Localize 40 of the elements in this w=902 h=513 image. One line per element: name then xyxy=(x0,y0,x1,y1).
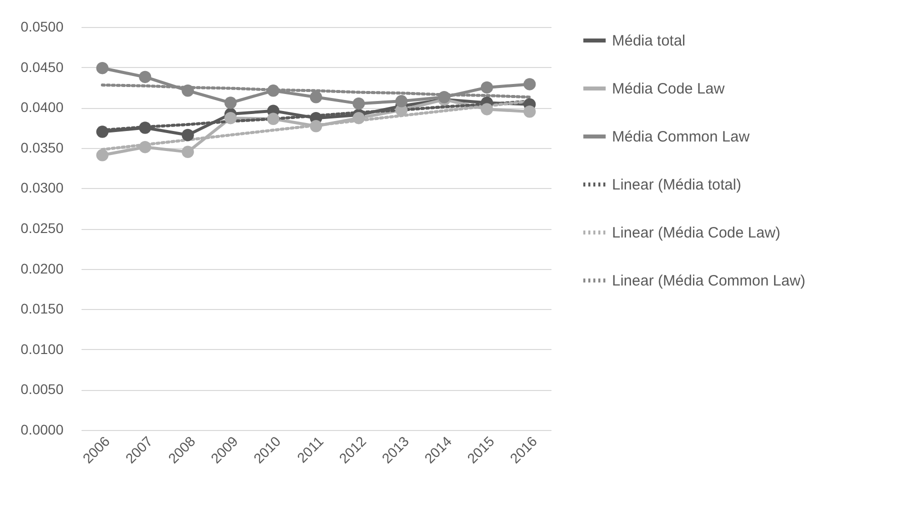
point xyxy=(438,91,450,104)
point xyxy=(138,122,152,134)
point xyxy=(182,128,194,142)
point xyxy=(480,81,494,94)
legend-label: Média Code Law xyxy=(612,80,725,98)
point xyxy=(182,146,194,158)
point xyxy=(352,97,365,110)
legend-label: Linear (Média Code Law) xyxy=(612,224,780,242)
y-tick-label: 0.0150 xyxy=(20,300,64,317)
point xyxy=(524,106,536,118)
point xyxy=(524,78,536,90)
point xyxy=(182,84,194,97)
legend-label: Linear (Média Common Law) xyxy=(612,272,806,290)
point xyxy=(138,140,152,154)
point xyxy=(480,103,494,116)
point xyxy=(395,95,408,108)
y-tick-label: 0.0100 xyxy=(20,340,64,357)
y-tick-label: 0.0250 xyxy=(20,220,64,236)
y-tick-label: 0.0050 xyxy=(20,381,64,398)
point xyxy=(138,70,152,84)
point xyxy=(267,112,280,125)
y-tick-label: 0.0450 xyxy=(20,58,64,75)
point xyxy=(267,84,280,97)
y-tick-label: 0.0400 xyxy=(20,99,64,116)
y-tick-label: 0.0300 xyxy=(20,180,64,196)
point xyxy=(224,96,237,109)
point xyxy=(224,112,237,124)
point xyxy=(352,112,365,124)
y-tick-label: 0.0500 xyxy=(20,18,64,34)
y-tick-label: 0.0350 xyxy=(20,139,64,156)
legend-label: Média Common Law xyxy=(612,128,750,146)
y-tick-label: 0.0200 xyxy=(20,260,64,276)
y-tick-label: 0.0000 xyxy=(20,422,64,438)
point xyxy=(310,91,322,104)
point xyxy=(96,62,108,74)
legend-label: Linear (Média total) xyxy=(612,176,742,194)
point xyxy=(96,149,108,162)
legend-label: Média total xyxy=(612,32,686,50)
point xyxy=(96,126,108,138)
point xyxy=(310,120,322,132)
